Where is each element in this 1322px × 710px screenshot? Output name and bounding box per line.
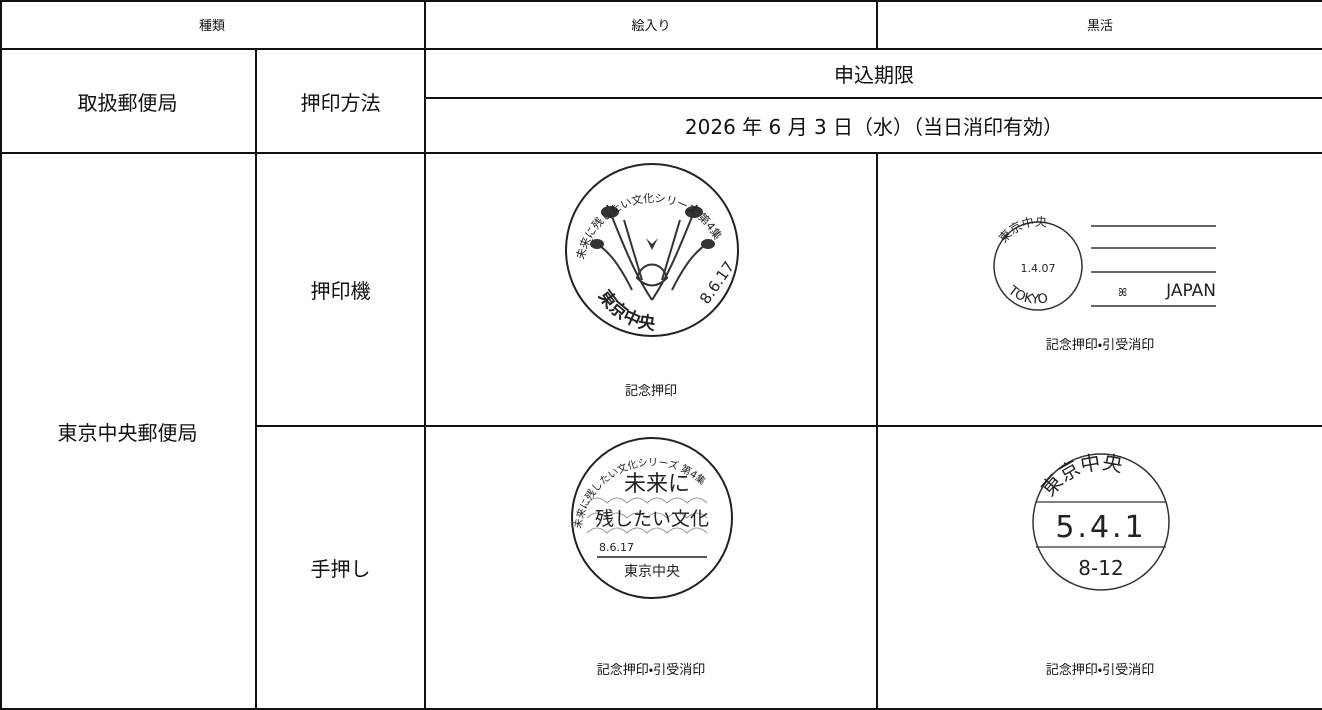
header-text: 種類: [198, 18, 225, 34]
header-text: 絵入り: [631, 18, 671, 34]
method-cell: 押印機: [257, 154, 426, 427]
stamp-cell: 未来に残したい文化シリーズ 第4集 東京中央 8.6.17 記念押印: [426, 154, 878, 427]
stamp-big-text: 未来に: [624, 472, 690, 497]
office: 東京中央郵便局: [57, 420, 198, 445]
stamp-office: 東京中央: [996, 214, 1047, 245]
svg-text:TOKYO: TOKYO: [1004, 283, 1049, 308]
stamp-city: TOKYO: [1004, 283, 1049, 308]
office-header: 取扱郵便局: [77, 90, 178, 115]
stamp-image: 未来に残したい文化シリーズ 第4集 東京中央 8.6.17: [565, 163, 739, 337]
stamp-image: 東京中央 5.4.1 8-12: [1032, 450, 1170, 591]
deadline-label: 申込期限: [834, 63, 914, 87]
method: 手押し: [310, 557, 371, 581]
svg-text:東京中央: 東京中央: [996, 214, 1047, 245]
stamp-image: 東京中央 1.4.07 TOKYO ꕤ JAPAN: [993, 214, 1216, 311]
stamp-office: 東京中央: [624, 564, 680, 580]
method: 押印機: [310, 279, 371, 303]
deadline-label-cell: 申込期限: [424, 50, 1322, 99]
stamp-date: 8.6.17: [599, 541, 634, 554]
header-cell: 絵入り: [426, 0, 878, 50]
office-header-cell: 取扱郵便局: [0, 50, 257, 154]
stamp-arc-text: 未来に残したい文化シリーズ 第4集: [574, 192, 725, 261]
stamp-date: 1.4.07: [1021, 262, 1056, 275]
method-cell: 手押し: [257, 427, 426, 710]
office-cell: 東京中央郵便局: [0, 154, 257, 710]
caption: 記念押印・引受消印: [1045, 663, 1155, 678]
header-cell: 種類: [0, 0, 426, 50]
svg-text:東京中央: 東京中央: [1036, 450, 1124, 501]
caption: 記念押印・引受消印: [596, 663, 706, 678]
svg-text:未来に残したい文化シリーズ 第4集: 未来に残したい文化シリーズ 第4集: [574, 192, 725, 261]
stamp-time: 8-12: [1078, 556, 1123, 580]
stamp-cell: 未来に残したい文化シリーズ 第4集 未来に 残したい文化 8.6.17 東京中央…: [426, 427, 878, 710]
stamp-office: 東京中央: [1036, 450, 1124, 501]
method-header-cell: 押印方法: [257, 50, 426, 154]
method-header: 押印方法: [300, 90, 381, 115]
caption: 記念押印: [624, 384, 677, 399]
stamp-cell: 東京中央 5.4.1 8-12 記念押印・引受消印: [878, 427, 1322, 710]
header-text: 黒活: [1086, 18, 1113, 34]
stamp-cell: 東京中央 1.4.07 TOKYO ꕤ JAPAN 記念押印・引受消印: [878, 154, 1322, 427]
svg-text:ꕤ: ꕤ: [1118, 286, 1127, 299]
deadline: 2026 年 6 月 3 日（水）（当日消印有効）: [684, 115, 1064, 139]
deadline-cell: 2026 年 6 月 3 日（水）（当日消印有効）: [424, 99, 1322, 154]
header-cell: 黒活: [878, 0, 1322, 50]
caption: 記念押印・引受消印: [1045, 338, 1155, 353]
stamp-country: JAPAN: [1165, 281, 1216, 301]
stamp-big-text: 残したい文化: [595, 508, 709, 530]
stamp-image: 未来に残したい文化シリーズ 第4集 未来に 残したい文化 8.6.17 東京中央: [571, 437, 733, 599]
stamp-date: 5.4.1: [1055, 510, 1146, 545]
